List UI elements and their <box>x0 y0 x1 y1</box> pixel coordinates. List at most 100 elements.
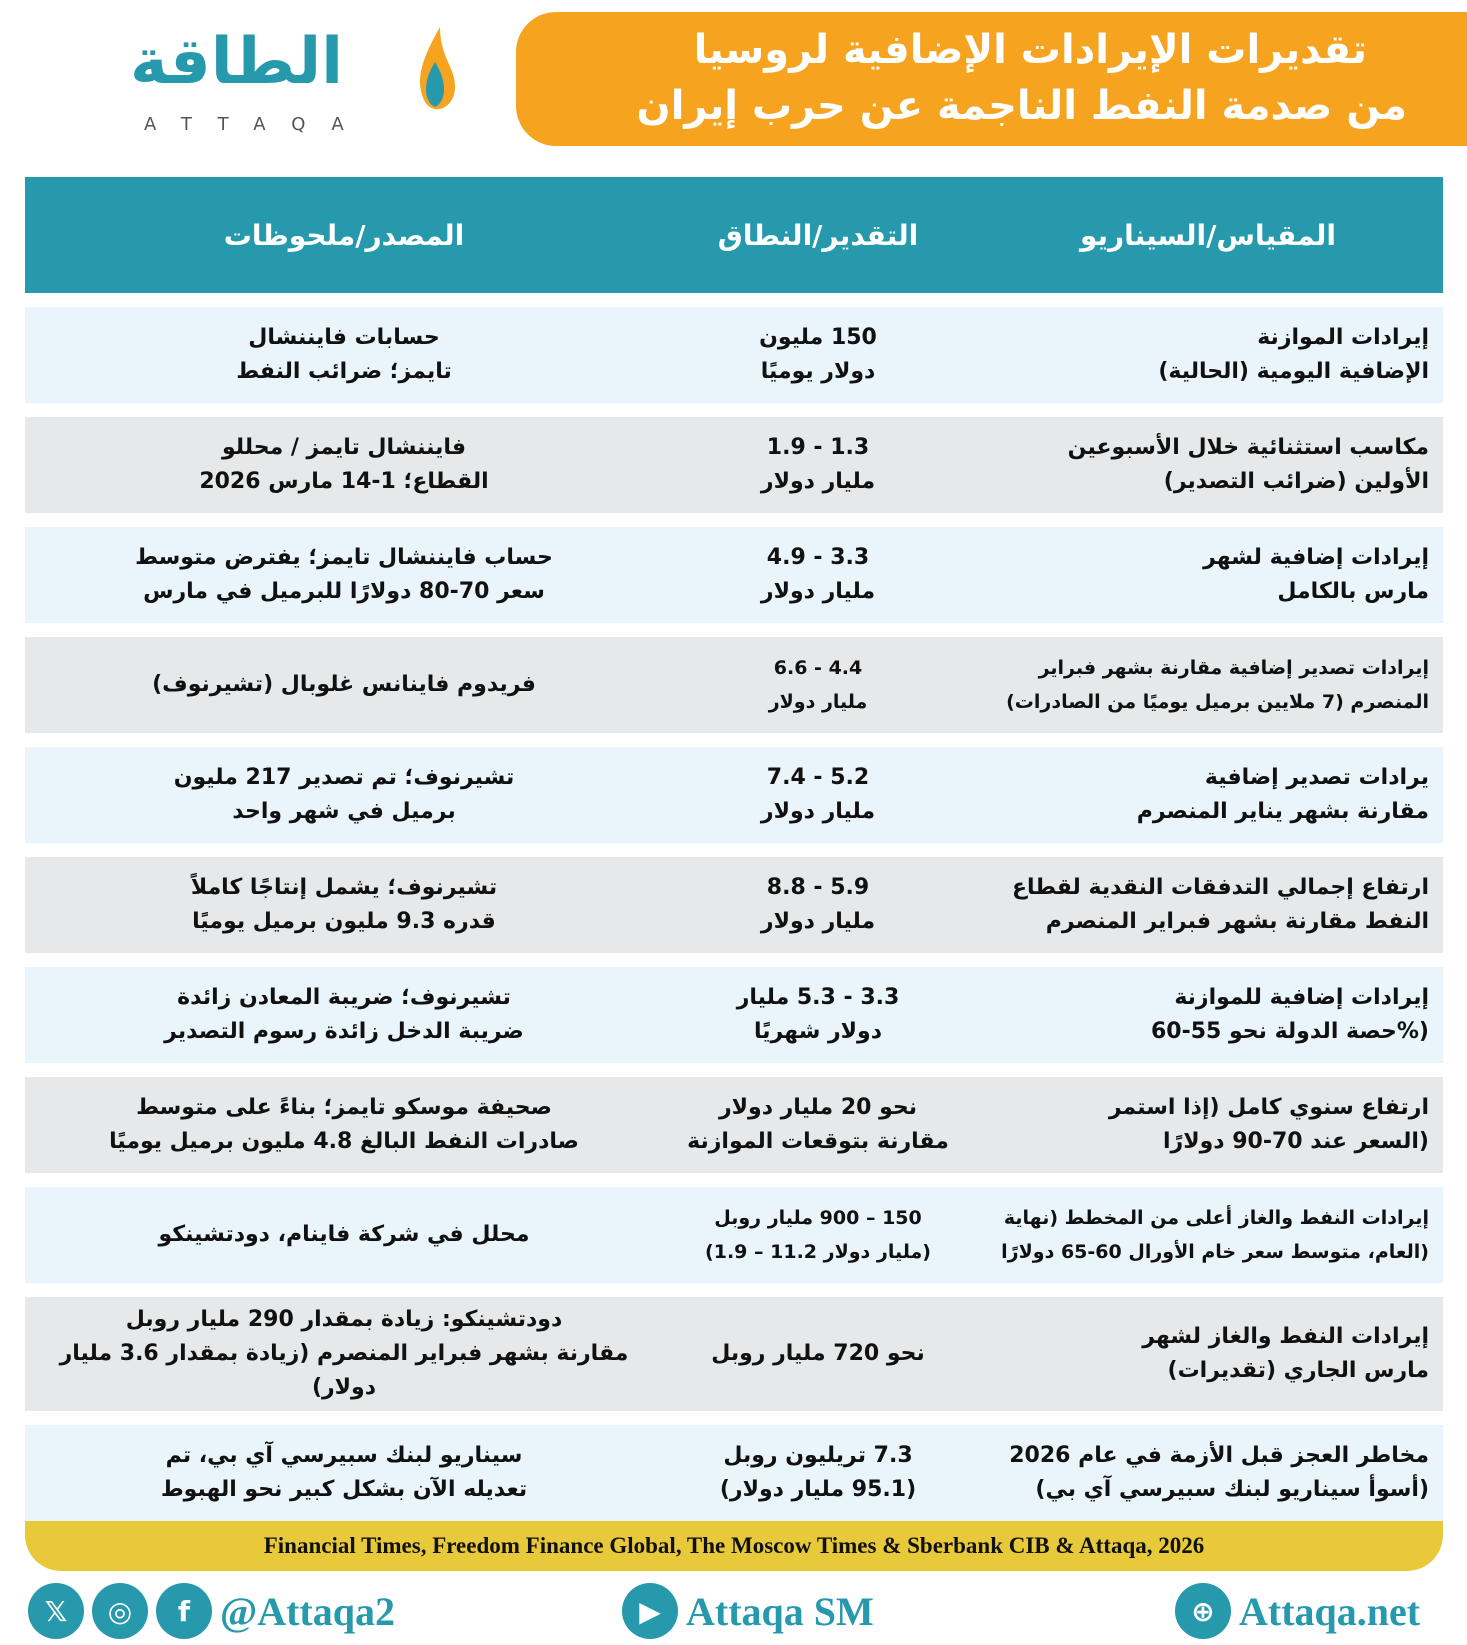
source-cell: محلل في شركة فاينام، دودتشينكو <box>25 1218 663 1252</box>
metric-cell-line: ارتفاع إجمالي التدفقات النقدية لقطاع <box>1012 875 1429 900</box>
table-body: إيرادات الموازنة الإضافية اليومية (الحالي… <box>25 307 1443 1521</box>
estimate-cell: 150 – 900 مليار روبل (مليار دولار 11.2 – … <box>663 1201 973 1269</box>
source-cell-line: سيناريو لبنك سبيرسي آي بي، تم <box>165 1443 523 1468</box>
header-estimate: التقدير/النطاق <box>717 218 919 252</box>
source-cell: حسابات فايننشال تايمز؛ ضرائب النفط <box>25 321 663 389</box>
source-cell: دودتشينكو: زيادة بمقدار 290 مليار روبل مق… <box>25 1303 663 1405</box>
metric-cell-line: إيرادات الموازنة <box>1257 325 1429 350</box>
metric-cell-line: (أسوأ سيناريو لبنك سبيرسي آي بي) <box>1035 1477 1429 1502</box>
table-row: إيرادات إضافية للموازنة (%حصة الدولة نحو … <box>25 967 1443 1063</box>
social-handles: 𝕏 ◎ f @Attaqa2 <box>28 1581 395 1641</box>
metric-cell-line: مخاطر العجز قبل الأزمة في عام 2026 <box>1009 1443 1429 1468</box>
flame-drop-icon <box>420 27 455 110</box>
table-row: مكاسب استثنائية خلال الأسبوعين الأولين (ض… <box>25 417 1443 513</box>
logo-latin: ATTAQA <box>144 114 370 135</box>
table-row: إيرادات النفط والغاز أعلى من المخطط (نها… <box>25 1187 1443 1283</box>
metric-cell-line: إيرادات النفط والغاز لشهر <box>1142 1324 1429 1349</box>
table-row: إيرادات النفط والغاز لشهر مارس الجاري (تق… <box>25 1297 1443 1411</box>
source-cell-line: ضريبة الدخل زائدة رسوم التصدير <box>164 1019 524 1044</box>
metric-cell-line: إيرادات تصدير إضافية مقارنة بشهر فبراير <box>1038 657 1429 679</box>
estimate-cell-line: مليار دولار <box>760 799 876 824</box>
source-cell: تشيرنوف؛ تم تصدير 217 مليون برميل في شهر … <box>25 761 663 829</box>
source-cell: حساب فايننشال تايمز؛ يفترض متوسط سعر 70-8… <box>25 541 663 609</box>
estimate-cell-line: مليار دولار <box>760 469 876 494</box>
source-cell-line: سعر 70-80 دولارًا للبرميل في مارس <box>143 579 545 604</box>
source-cell-line: القطاع؛ 1-14 مارس 2026 <box>199 469 489 494</box>
estimate-cell-line: مقارنة بتوقعات الموازنة <box>687 1129 949 1154</box>
metric-cell-line: يرادات تصدير إضافية <box>1204 765 1429 790</box>
source-cell: سيناريو لبنك سبيرسي آي بي، تم تعديله الآن… <box>25 1439 663 1507</box>
metric-cell: مخاطر العجز قبل الأزمة في عام 2026 (أسوأ … <box>973 1439 1443 1507</box>
website: ⊕ Attaqa.net <box>1175 1581 1420 1641</box>
table-row: مخاطر العجز قبل الأزمة في عام 2026 (أسوأ … <box>25 1425 1443 1521</box>
estimate-cell-line: 5.2 - 7.4 <box>766 765 870 790</box>
estimate-cell: 7.3 تريليون روبل (95.1 مليار دولار) <box>663 1439 973 1507</box>
estimate-cell-line: 5.9 - 8.8 <box>766 875 870 900</box>
estimate-cell-line: 1.3 - 1.9 <box>766 435 870 460</box>
website-label[interactable]: Attaqa.net <box>1239 1588 1421 1634</box>
table-row: إيرادات إضافية لشهر مارس بالكامل 3.3 - 4.9… <box>25 527 1443 623</box>
youtube-label[interactable]: Attaqa SM <box>686 1588 874 1634</box>
source-cell-line: تشيرنوف؛ يشمل إنتاجًا كاملاً <box>190 875 498 900</box>
estimate-cell: 4.4 - 6.6 مليار دولار <box>663 651 973 719</box>
title-banner: تقديرات الإيرادات الإضافية لروسيا من صدم… <box>516 12 1467 146</box>
metric-cell-line: (السعر عند 70-90 دولارًا <box>1163 1129 1429 1154</box>
title-line-2: من صدمة النفط الناجمة عن حرب إيران <box>636 83 1407 129</box>
metric-cell-line: مارس بالكامل <box>1277 579 1429 604</box>
table-header: المقياس/السيناريو التقدير/النطاق المصدر/… <box>25 177 1443 293</box>
metric-cell: إيرادات إضافية للموازنة (%حصة الدولة نحو … <box>973 981 1443 1049</box>
social-handle[interactable]: @Attaqa2 <box>220 1588 395 1634</box>
metric-cell: مكاسب استثنائية خلال الأسبوعين الأولين (ض… <box>973 431 1443 499</box>
source-cell: تشيرنوف؛ ضريبة المعادن زائدة ضريبة الدخل … <box>25 981 663 1049</box>
source-cell-line: تعديله الآن بشكل كبير نحو الهبوط <box>160 1477 528 1502</box>
globe-icon[interactable]: ⊕ <box>1175 1583 1231 1639</box>
source-cell-line: دودتشينكو: زيادة بمقدار 290 مليار روبل <box>125 1307 563 1332</box>
estimate-cell: 1.3 - 1.9 مليار دولار <box>663 431 973 499</box>
source-cell-line: صادرات النفط البالغ 4.8 مليون برميل يومي… <box>109 1129 579 1154</box>
estimate-cell-line: 4.4 - 6.6 <box>773 657 863 679</box>
metric-cell-line: إيرادات النفط والغاز أعلى من المخطط (نها… <box>1003 1207 1429 1229</box>
estimate-cell: نحو 720 مليار روبل <box>663 1337 973 1371</box>
estimate-cell-line: (مليار دولار 11.2 – 1.9) <box>705 1241 931 1263</box>
logo-arabic: الطاقة <box>130 25 344 99</box>
metric-cell: إيرادات إضافية لشهر مارس بالكامل <box>973 541 1443 609</box>
table-row: إيرادات تصدير إضافية مقارنة بشهر فبراير ا… <box>25 637 1443 733</box>
metric-cell-line: مكاسب استثنائية خلال الأسبوعين <box>1067 435 1429 460</box>
attaqa-logo: الطاقة ATTAQA <box>130 22 460 146</box>
estimate-cell-line: 3.3 - 4.9 <box>766 545 870 570</box>
source-cell-line: صحيفة موسكو تايمز؛ بناءً على متوسط <box>136 1095 552 1120</box>
estimates-table: المقياس/السيناريو التقدير/النطاق المصدر/… <box>25 177 1443 1521</box>
estimate-cell-line: دولار شهريًا <box>753 1019 883 1044</box>
header-source: المصدر/ملحوظات <box>223 218 465 252</box>
title-line-1: تقديرات الإيرادات الإضافية لروسيا <box>693 27 1367 73</box>
metric-cell: إيرادات النفط والغاز أعلى من المخطط (نها… <box>973 1201 1443 1269</box>
source-cell-line: مقارنة بشهر فبراير المنصرم (زيادة بمقدار… <box>59 1341 629 1400</box>
source-cell-line: قدره 9.3 مليون برميل يوميًا <box>192 909 496 934</box>
header-metric: المقياس/السيناريو <box>1079 218 1336 252</box>
estimate-cell-line: مليار دولار <box>760 909 876 934</box>
source-cell-line: تايمز؛ ضرائب النفط <box>236 359 452 384</box>
facebook-icon[interactable]: f <box>156 1583 212 1639</box>
estimate-cell-line: مليار دولار <box>768 691 868 713</box>
metric-cell-line: ارتفاع سنوي كامل (إذا استمر <box>1108 1095 1429 1120</box>
metric-cell-line: مارس الجاري (تقديرات) <box>1167 1358 1429 1383</box>
estimate-cell-line: 150 مليون <box>759 325 877 350</box>
metric-cell: إيرادات الموازنة الإضافية اليومية (الحالي… <box>973 321 1443 389</box>
estimate-cell: 5.2 - 7.4 مليار دولار <box>663 761 973 829</box>
sources-line: Financial Times, Freedom Finance Global,… <box>25 1521 1443 1571</box>
instagram-icon[interactable]: ◎ <box>92 1583 148 1639</box>
source-cell: فايننشال تايمز / محللو القطاع؛ 1-14 مارس … <box>25 431 663 499</box>
x-icon[interactable]: 𝕏 <box>28 1583 84 1639</box>
estimate-cell-line: دولار يوميًا <box>760 359 876 384</box>
estimate-cell-line: (95.1 مليار دولار) <box>719 1477 917 1502</box>
youtube-icon[interactable]: ▶ <box>622 1583 678 1639</box>
metric-cell-line: (العام، متوسط سعر خام الأورال 60-65 دولا… <box>1001 1241 1429 1263</box>
estimate-cell-line: 7.3 تريليون روبل <box>723 1443 913 1468</box>
source-cell: فريدوم فاينانس غلوبال (تشيرنوف) <box>25 668 663 702</box>
table-row: إيرادات الموازنة الإضافية اليومية (الحالي… <box>25 307 1443 403</box>
source-cell-line: حسابات فايننشال <box>248 325 440 350</box>
estimate-cell-line: مليار دولار <box>760 579 876 604</box>
estimate-cell: نحو 20 مليار دولار مقارنة بتوقعات الموازن… <box>663 1091 973 1159</box>
source-cell-line: محلل في شركة فاينام، دودتشينكو <box>158 1222 530 1247</box>
